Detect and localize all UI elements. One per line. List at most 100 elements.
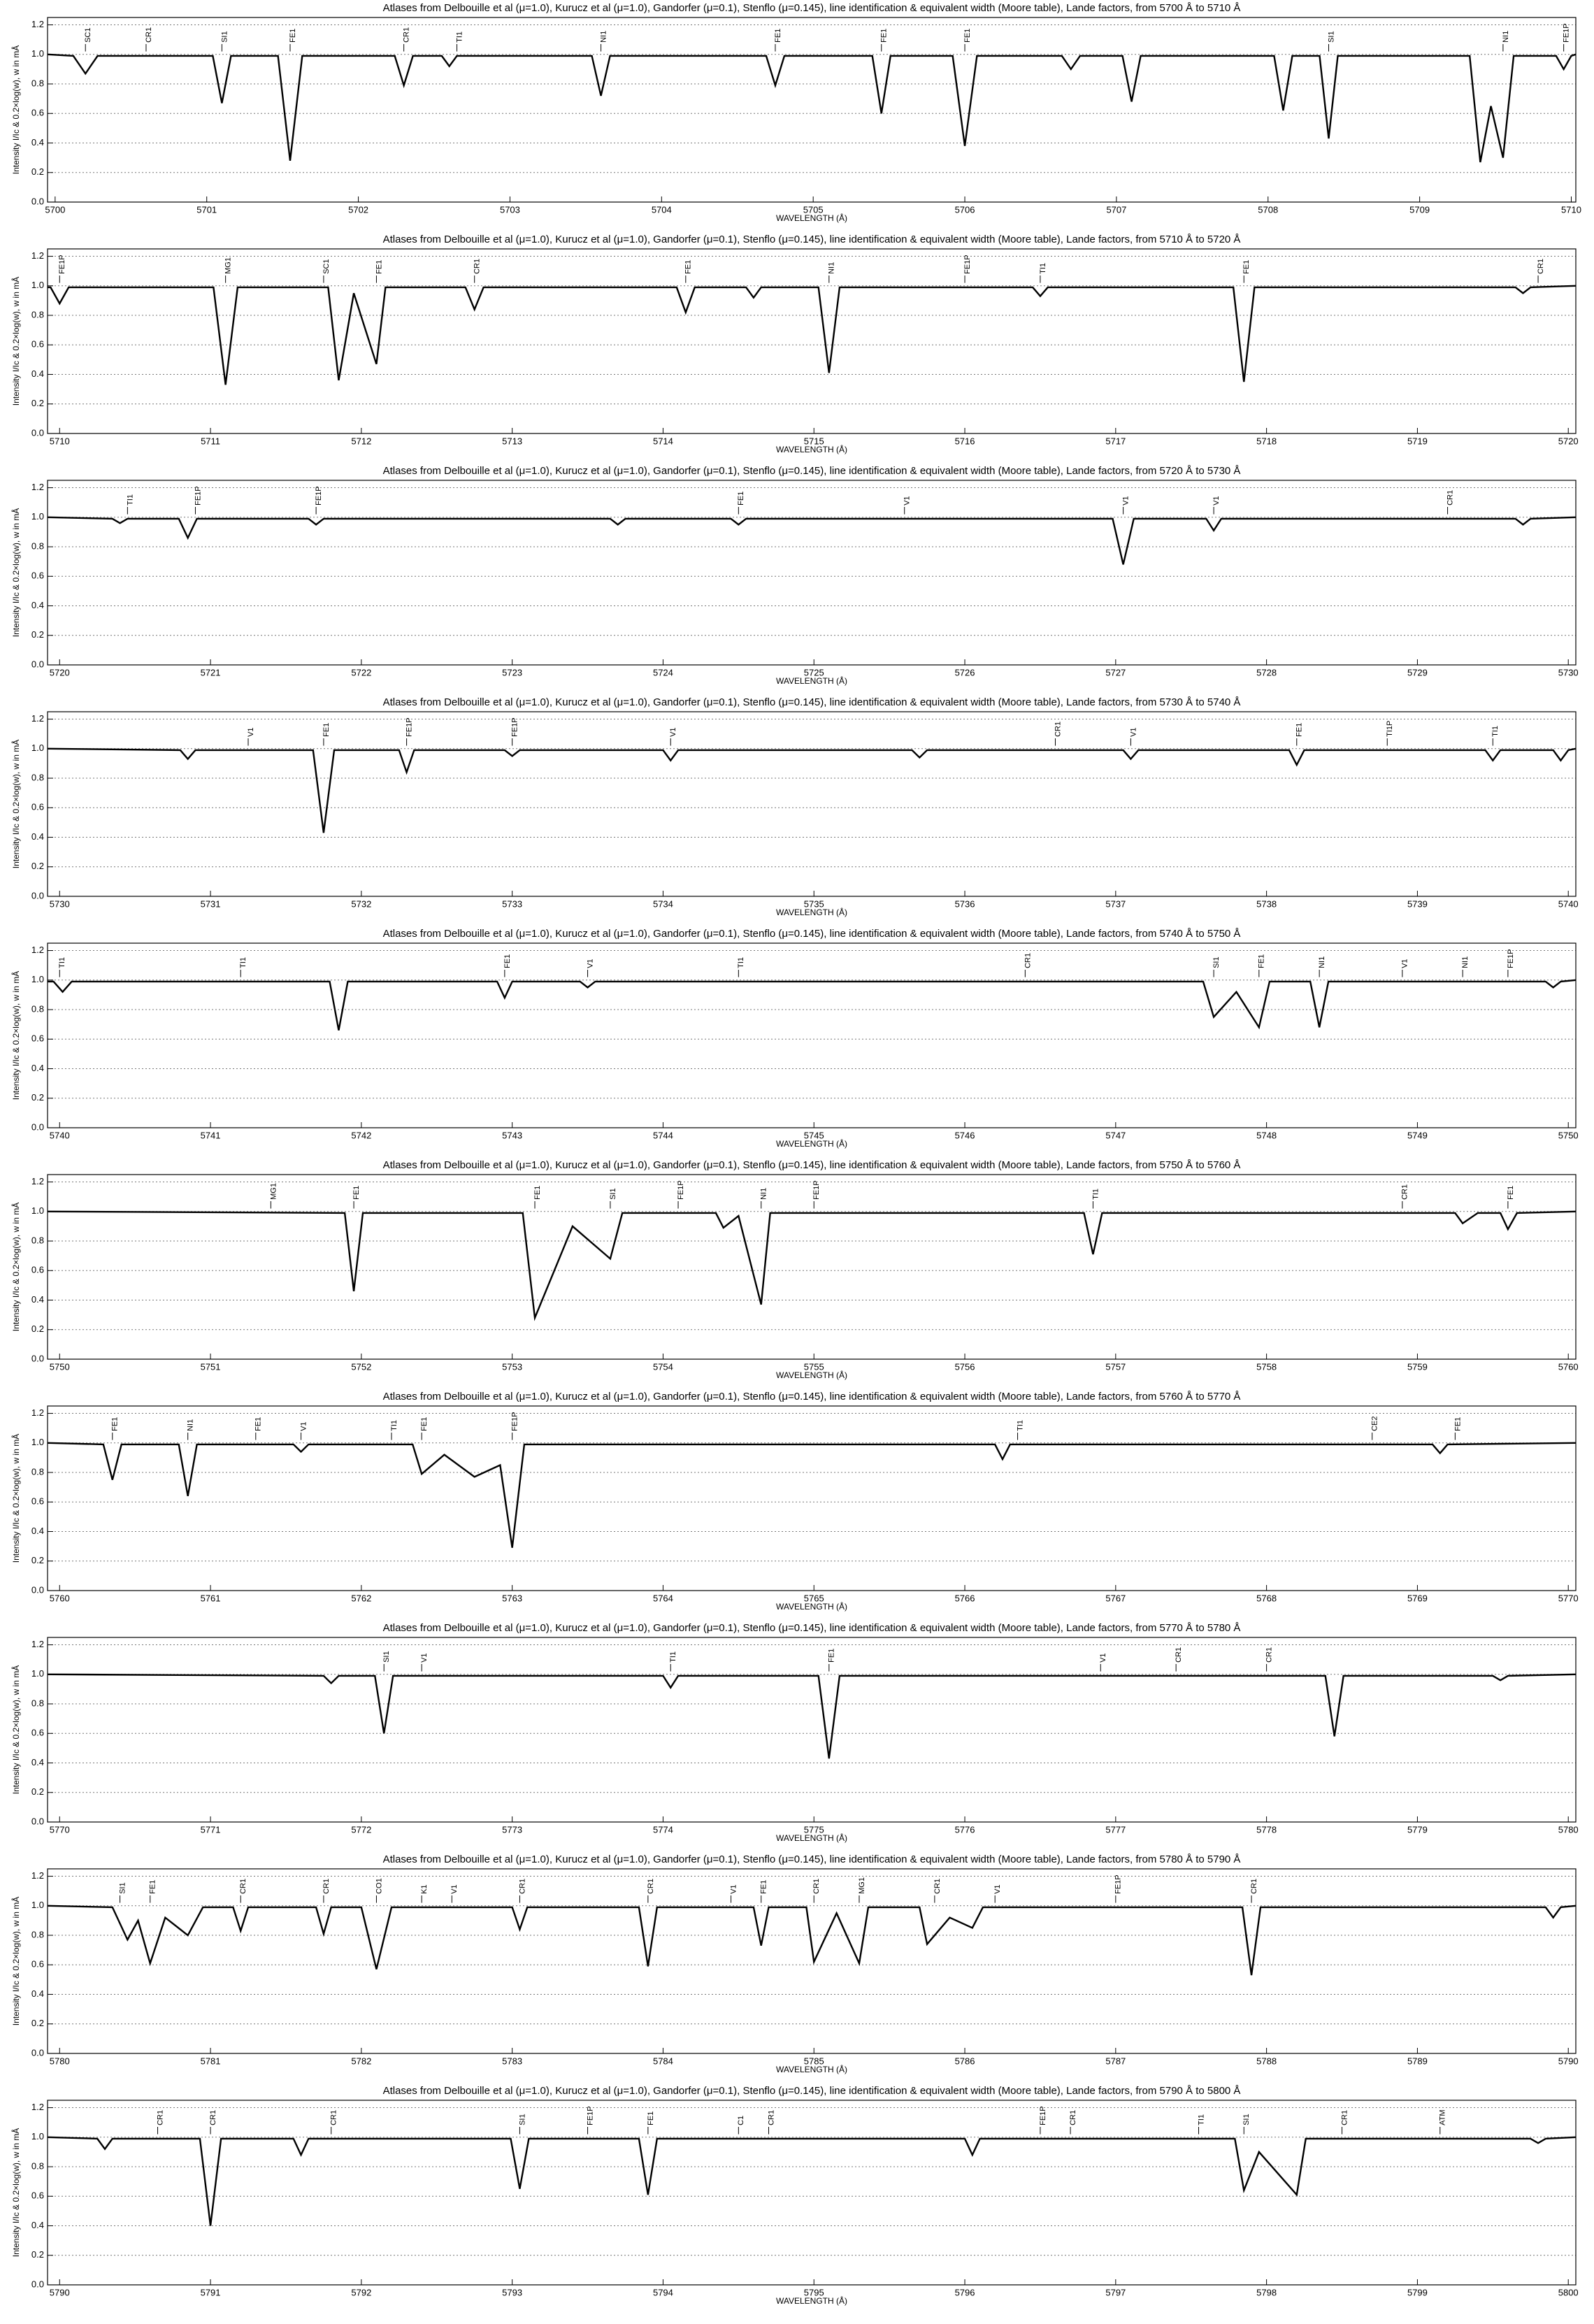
line-id-label: SI1 (1242, 2114, 1251, 2125)
y-tick-label: 0.8 (31, 540, 44, 551)
line-id-label: FE1P (677, 1180, 685, 1200)
line-id-label: FE1P (194, 486, 202, 505)
spectrum-line (47, 1210, 1577, 1321)
line-id-label: FE1P (1114, 1874, 1123, 1894)
line-id-label: SI1 (382, 1651, 391, 1663)
y-tick-label: 1.2 (31, 945, 44, 955)
x-axis-label: WAVELENGTH (Å) (776, 2064, 847, 2074)
x-tick-label: 5760 (1558, 1361, 1579, 1372)
panel: Atlases from Delbouille et al (μ=1.0), K… (10, 234, 1578, 454)
x-tick-label: 5702 (348, 204, 368, 215)
y-tick-label: 0.4 (31, 2220, 44, 2230)
y-tick-label: 1.0 (31, 1437, 44, 1447)
x-tick-label: 5774 (653, 1824, 673, 1835)
y-tick-label: 0.2 (31, 2249, 44, 2260)
line-id-label: NI1 (599, 31, 608, 43)
x-tick-label: 5758 (1256, 1361, 1277, 1372)
line-id-label: FE1 (684, 260, 693, 274)
line-id-label: V1 (669, 727, 677, 736)
line-id-label: V1 (729, 1884, 738, 1893)
y-tick-label: 0.6 (31, 1728, 44, 1738)
x-tick-label: 5796 (955, 2287, 975, 2297)
panel: Atlases from Delbouille et al (μ=1.0), K… (10, 465, 1578, 686)
line-id-label: V1 (247, 727, 255, 736)
spectrum-line (47, 747, 1577, 833)
y-tick-label: 0.6 (31, 1959, 44, 1970)
x-tick-label: 5730 (1558, 667, 1579, 677)
line-id-label: NI1 (828, 262, 836, 274)
x-tick-label: 5725 (804, 667, 824, 677)
line-id-label: V1 (1212, 496, 1221, 505)
panel-title: Atlases from Delbouille et al (μ=1.0), K… (383, 1853, 1241, 1865)
y-tick-label: 0.4 (31, 831, 44, 842)
y-tick-label: 0.8 (31, 772, 44, 782)
line-id-label: C1 (737, 2116, 745, 2125)
y-axis-label: Intensity I/Ic & 0.2×log(w), w in mÅ (10, 1203, 21, 1331)
x-tick-label: 5784 (653, 2056, 673, 2066)
y-tick-label: 0.0 (31, 890, 44, 901)
x-tick-label: 5741 (201, 1130, 221, 1140)
x-tick-label: 5800 (1558, 2287, 1579, 2297)
line-id-label: NI1 (187, 1419, 195, 1431)
line-id-label: TI1 (1016, 1420, 1024, 1431)
x-tick-label: 5764 (653, 1593, 673, 1603)
x-tick-label: 5782 (351, 2056, 371, 2066)
x-tick-label: 5765 (804, 1593, 824, 1603)
panel: Atlases from Delbouille et al (μ=1.0), K… (10, 696, 1578, 917)
y-tick-label: 0.8 (31, 2160, 44, 2171)
x-tick-label: 5750 (1558, 1130, 1579, 1140)
line-id-label: CR1 (1401, 1184, 1409, 1200)
x-tick-label: 5756 (955, 1361, 975, 1372)
y-tick-label: 0.6 (31, 1265, 44, 1275)
line-id-label: SI1 (220, 31, 229, 43)
line-id-label: TI1P (1386, 721, 1394, 737)
x-tick-label: 5726 (955, 667, 975, 677)
x-tick-label: 5716 (955, 436, 975, 446)
plot-frame (47, 1174, 1577, 1360)
x-tick-label: 5731 (201, 898, 221, 909)
plot-frame (47, 942, 1577, 1128)
plot-frame (47, 17, 1577, 203)
y-tick-label: 1.2 (31, 1870, 44, 1881)
y-tick-label: 0.0 (31, 427, 44, 438)
x-tick-label: 5762 (351, 1593, 371, 1603)
y-tick-label: 0.6 (31, 339, 44, 350)
x-tick-label: 5723 (502, 667, 522, 677)
y-tick-label: 1.0 (31, 743, 44, 753)
y-axis-label: Intensity I/Ic & 0.2×log(w), w in mÅ (10, 45, 21, 174)
y-tick-label: 0.8 (31, 78, 44, 88)
x-tick-label: 5780 (1558, 1824, 1579, 1835)
line-id-label: CR1 (1537, 259, 1545, 274)
y-tick-label: 0.0 (31, 1121, 44, 1132)
x-tick-label: 5715 (804, 436, 824, 446)
line-id-label: FE1 (111, 1417, 120, 1431)
line-id-label: TI1 (1091, 1189, 1100, 1200)
x-tick-label: 5706 (955, 204, 975, 215)
y-tick-label: 1.0 (31, 511, 44, 522)
x-tick-label: 5710 (50, 436, 70, 446)
y-tick-label: 1.0 (31, 1900, 44, 1910)
x-tick-label: 5724 (653, 667, 673, 677)
panel: Atlases from Delbouille et al (μ=1.0), K… (10, 1853, 1578, 2074)
line-id-label: FE1 (737, 492, 745, 505)
x-tick-label: 5757 (1105, 1361, 1126, 1372)
x-tick-label: 5701 (196, 204, 217, 215)
line-id-label: SI1 (1212, 956, 1221, 968)
y-tick-label: 1.2 (31, 250, 44, 261)
x-tick-label: 5750 (50, 1361, 70, 1372)
x-tick-label: 5768 (1256, 1593, 1277, 1603)
x-tick-label: 5748 (1256, 1130, 1277, 1140)
y-tick-label: 1.2 (31, 713, 44, 724)
line-id-label: FE1 (647, 2111, 655, 2125)
line-id-label: CR1 (812, 1879, 821, 1894)
x-axis-label: WAVELENGTH (Å) (776, 675, 847, 686)
x-tick-label: 5788 (1256, 2056, 1277, 2066)
y-tick-label: 0.6 (31, 1496, 44, 1507)
line-id-label: FE1P (963, 254, 972, 274)
x-tick-label: 5734 (653, 898, 673, 909)
line-id-label: FE1P (1039, 2106, 1047, 2125)
x-axis-label: WAVELENGTH (Å) (776, 1601, 847, 1612)
x-tick-label: 5763 (502, 1593, 522, 1603)
y-tick-label: 0.2 (31, 1555, 44, 1565)
x-tick-label: 5787 (1105, 2056, 1126, 2066)
